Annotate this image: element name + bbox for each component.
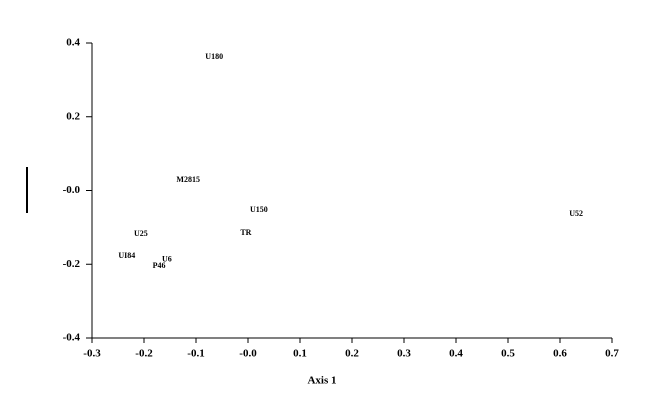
point-label: U180 (205, 52, 223, 61)
x-tick-label: -0.3 (83, 348, 101, 360)
x-tick-label: 0.5 (501, 348, 515, 360)
x-tick-label: 0.3 (397, 348, 411, 360)
point-label: TR (240, 228, 251, 237)
x-tick-label: 0.1 (293, 348, 307, 360)
y-tick-label: 0.2 (66, 110, 80, 122)
y-tick-label: -0.0 (63, 184, 81, 196)
point-label: U25 (134, 229, 148, 238)
point-label: U150 (250, 205, 268, 214)
point-label: U52 (569, 209, 583, 218)
point-label: U6 (162, 255, 172, 264)
x-tick-label: -0.2 (135, 348, 153, 360)
x-axis-label: Axis 1 (307, 375, 336, 387)
point-label: P46 (153, 261, 166, 270)
y-tick-label: -0.2 (63, 258, 81, 270)
x-tick-label: -0.1 (187, 348, 204, 360)
x-tick-label: 0.2 (345, 348, 359, 360)
point-label: M2815 (176, 175, 200, 184)
x-tick-label: 0.7 (605, 348, 619, 360)
y-tick-label: 0.4 (66, 37, 80, 49)
x-tick-label: -0.0 (239, 348, 257, 360)
point-label: UI84 (118, 251, 135, 260)
x-tick-label: 0.4 (449, 348, 463, 360)
y-tick-label: -0.4 (63, 332, 81, 344)
x-tick-label: 0.6 (553, 348, 567, 360)
